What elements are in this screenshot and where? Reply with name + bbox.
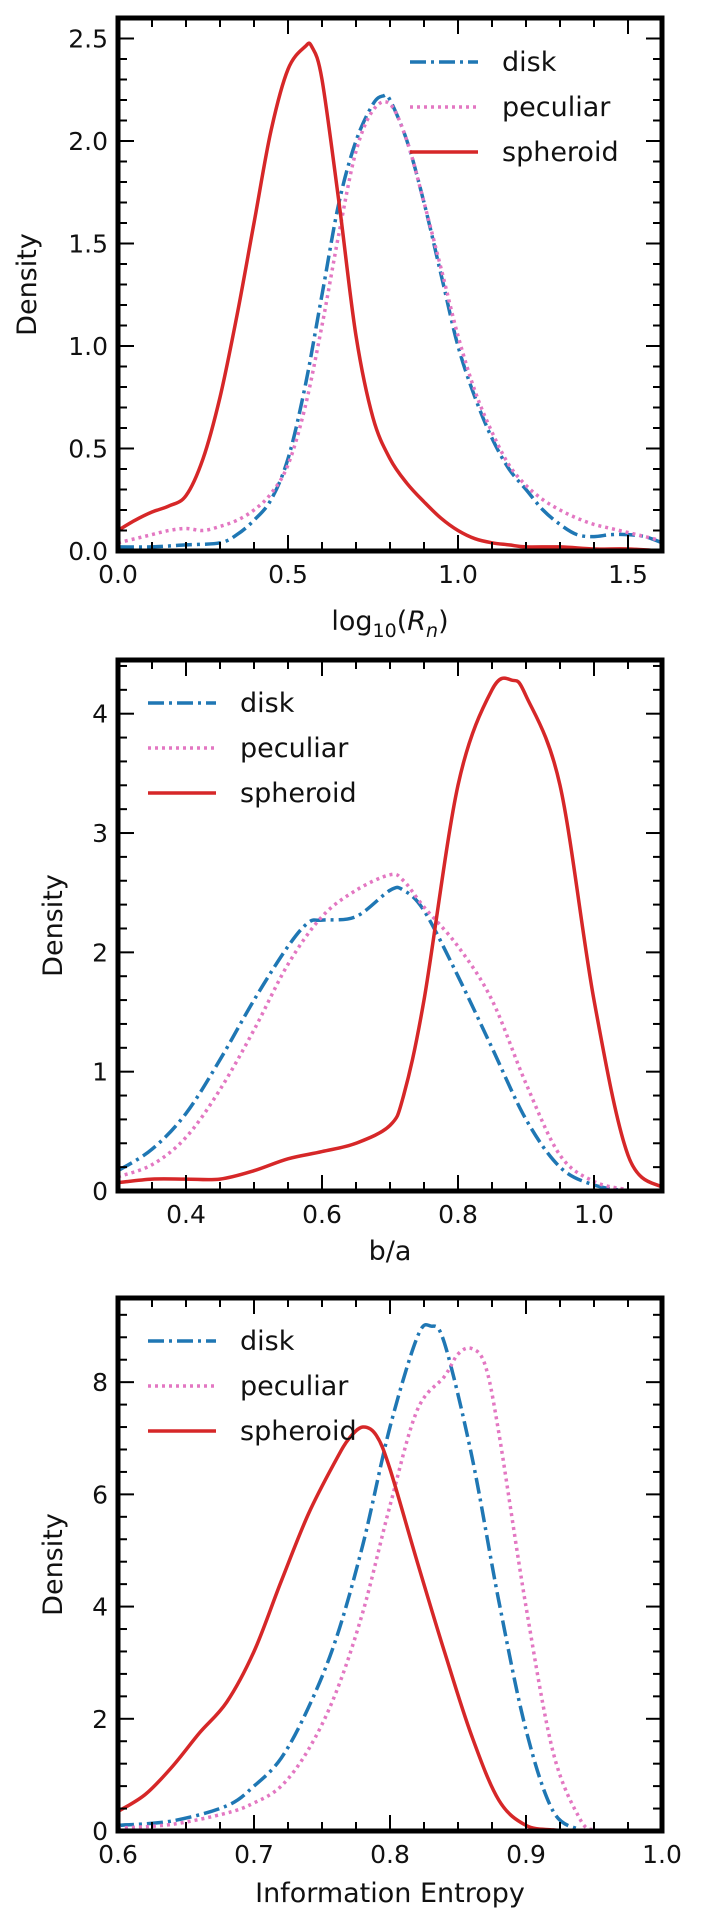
y-tick-label: 6 (92, 1480, 108, 1509)
x-tick-label: 0.9 (506, 1840, 546, 1869)
x-tick-label: 0.8 (370, 1840, 410, 1869)
series-line-spheroid (118, 676, 662, 1189)
y-axis-label: Density (38, 1513, 69, 1616)
series-line-spheroid (118, 1425, 608, 1831)
series-line-spheroid (118, 41, 662, 551)
chart-panel-3: 0.6 0.7 0.8 0.9 1.0 0 2 4 6 8 Density Information E… (38, 1295, 682, 1909)
y-tick-label: 2.5 (68, 25, 108, 54)
x-axis-label: Information Entropy (255, 1878, 525, 1909)
x-tick-label: 0.6 (98, 1840, 138, 1869)
series-line-peculiar (118, 99, 662, 545)
y-tick-label: 1 (92, 1058, 108, 1087)
y-tick-label: 4 (92, 1593, 108, 1622)
y-tick-label: 1.0 (68, 332, 108, 361)
legend-label-spheroid: spheroid (502, 137, 619, 168)
x-tick-label: 1.5 (608, 560, 648, 589)
y-tick-label: 0.0 (68, 537, 108, 566)
plot-frame (115, 1295, 665, 1834)
y-tick-label: 4 (92, 700, 108, 729)
x-tick-label: 0.4 (166, 1200, 206, 1229)
series-line-disk (118, 885, 629, 1191)
legend-label-disk: disk (240, 1326, 295, 1357)
x-axis-label: b/a (369, 1236, 412, 1267)
x-tick-label: 0.6 (302, 1200, 342, 1229)
legend-label-peculiar: peculiar (240, 733, 349, 764)
plot-frame (115, 657, 665, 1194)
series-line-peculiar (118, 1346, 596, 1831)
legend-label-spheroid: spheroid (240, 1416, 357, 1447)
x-tick-label: 0.7 (234, 1840, 274, 1869)
x-tick-label: 1.0 (574, 1200, 614, 1229)
series-line-peculiar (118, 872, 629, 1191)
legend-label-disk: disk (240, 688, 295, 719)
x-axis-label: log10(Rn) (331, 606, 448, 642)
legend: disk peculiar spheroid (148, 688, 357, 809)
y-tick-label: 2 (92, 938, 108, 967)
x-tick-label: 0.8 (438, 1200, 478, 1229)
y-axis-label: Density (12, 233, 43, 336)
chart-panel-2: 0.4 0.6 0.8 1.0 0 1 2 3 4 Density b/a disk peculiar s… (38, 657, 665, 1267)
x-tick-label: 0.0 (98, 560, 138, 589)
chart-panel-1: 0.0 0.5 1.0 1.5 0.0 0.5 1.0 1.5 2.0 2.5 Density log… (12, 15, 665, 642)
legend: disk peculiar spheroid (148, 1326, 357, 1447)
y-tick-label: 2.0 (68, 127, 108, 156)
legend-label-disk: disk (502, 47, 557, 78)
series-line-disk (118, 1323, 582, 1831)
plot-frame (115, 15, 665, 554)
y-tick-label: 0 (92, 1177, 108, 1206)
legend: disk peculiar spheroid (410, 47, 619, 168)
y-tick-label: 0.5 (68, 435, 108, 464)
legend-label-spheroid: spheroid (240, 778, 357, 809)
y-axis-label: Density (38, 874, 69, 977)
legend-label-peculiar: peculiar (240, 1371, 349, 1402)
y-tick-label: 3 (92, 819, 108, 848)
x-tick-label: 1.0 (438, 560, 478, 589)
legend-label-peculiar: peculiar (502, 92, 611, 123)
x-tick-label: 1.0 (642, 1840, 682, 1869)
y-tick-label: 1.5 (68, 230, 108, 259)
y-tick-label: 8 (92, 1368, 108, 1397)
y-tick-label: 2 (92, 1705, 108, 1734)
x-tick-label: 0.5 (268, 560, 308, 589)
y-tick-label: 0 (92, 1817, 108, 1846)
